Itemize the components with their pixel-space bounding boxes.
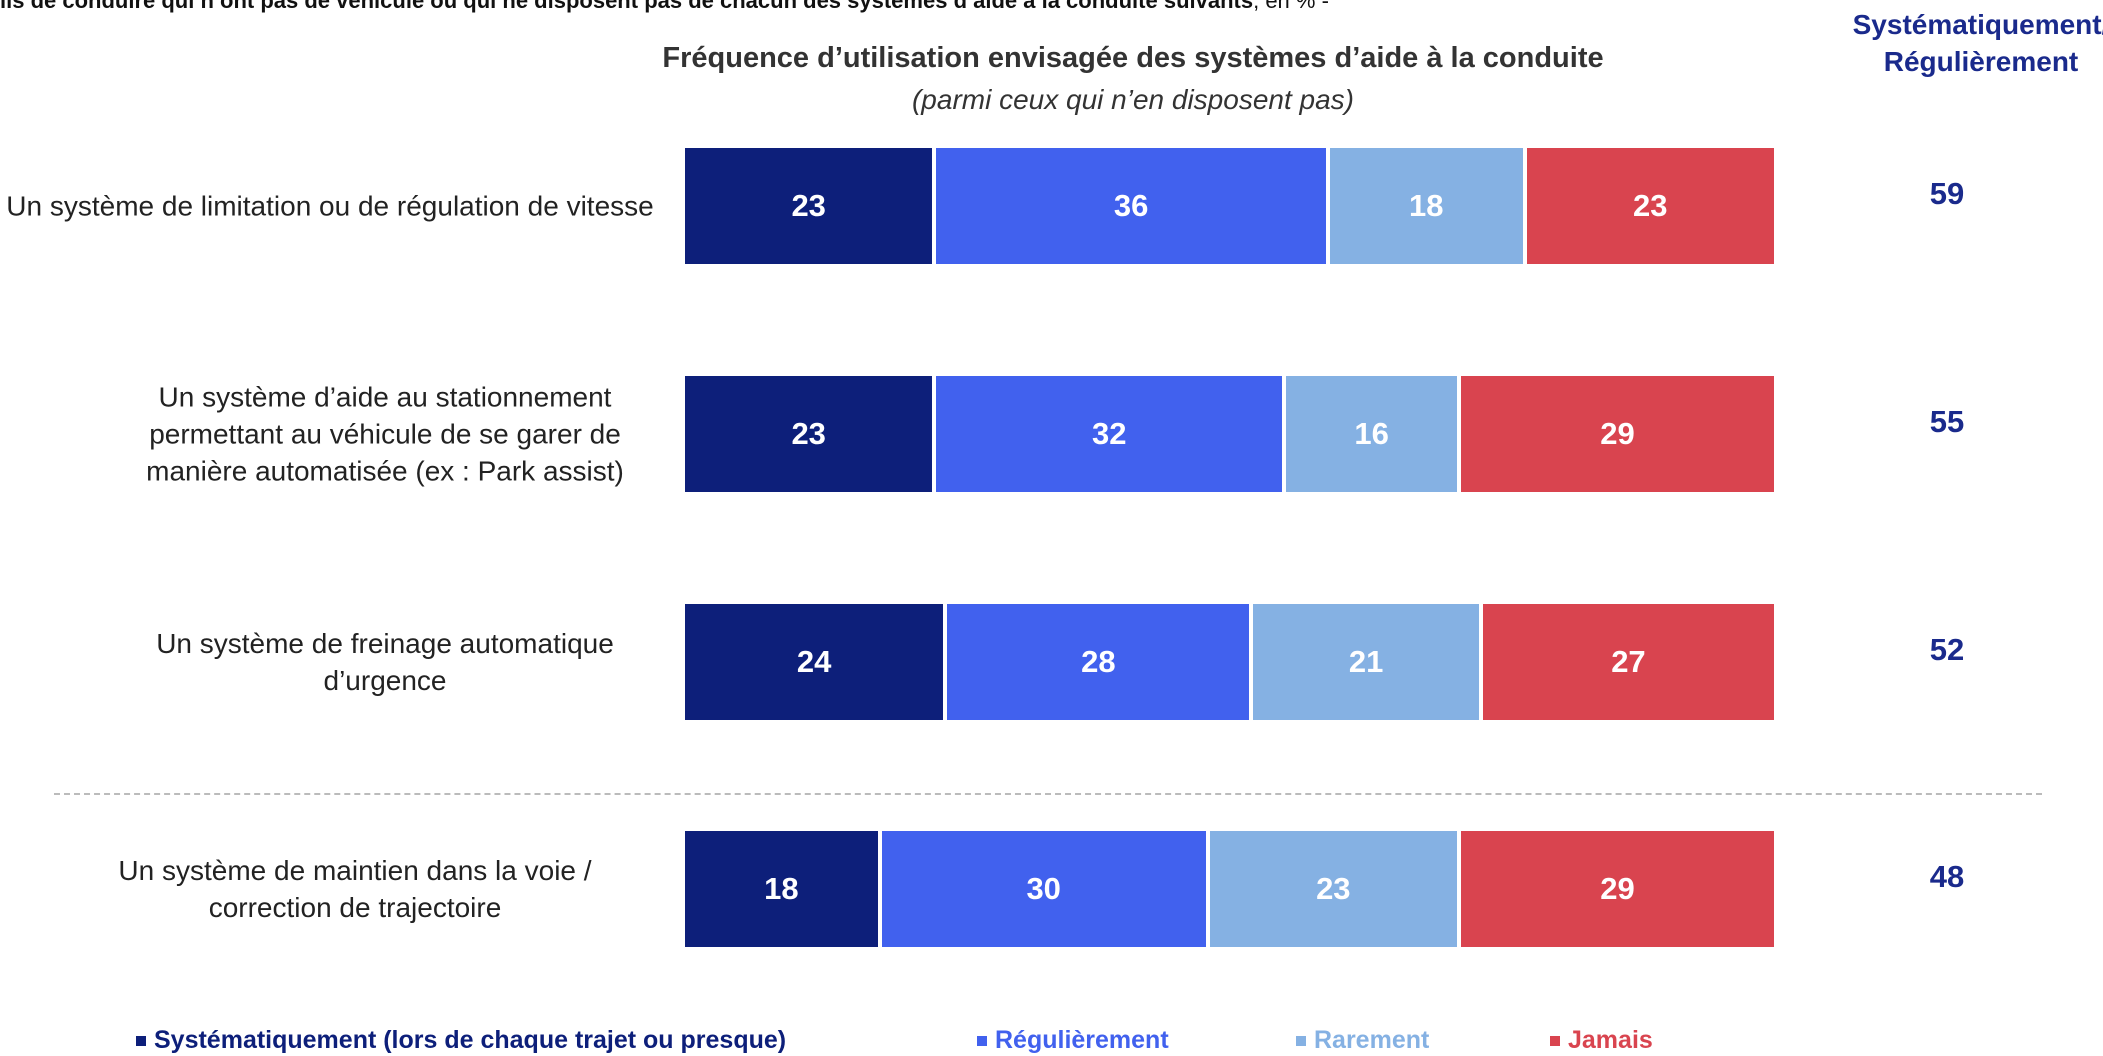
category-label: Un système de maintien dans la voie / co…	[118, 855, 592, 923]
note: ils de conduire qui n’ont pas de véhicul…	[0, 0, 1329, 14]
totals-title: Systématiquement/ Régulièrement	[1852, 9, 2103, 77]
note-bold: ils de conduire qui n’ont pas de véhicul…	[0, 0, 1254, 13]
chart-title: Fréquence d’utilisation envisagée des sy…	[662, 42, 1604, 74]
bar-segment: 27	[1482, 604, 1778, 720]
category-label: Un système de limitation ou de régulatio…	[6, 190, 654, 222]
bar-segment: 28	[947, 604, 1254, 720]
bar-segment: 36	[936, 148, 1330, 264]
category-label: Un système de freinage automatique d’urg…	[156, 628, 614, 696]
separator	[54, 793, 2042, 795]
bar-segment: 23	[1526, 148, 1778, 264]
bar-segment: 23	[685, 148, 937, 264]
bar-segment: 29	[1461, 376, 1778, 492]
total-value: 52	[1929, 632, 1965, 667]
legend-swatch	[1296, 1035, 1306, 1046]
bar-segment: 29	[1461, 831, 1778, 947]
legend-swatch	[1550, 1035, 1560, 1046]
bar-segment: 18	[685, 831, 882, 947]
bar-segment: 21	[1253, 604, 1483, 720]
category-label: Un système d’aide au stationnement perme…	[146, 381, 624, 487]
legend-item: Rarement	[1296, 1026, 1429, 1055]
total-value: 55	[1929, 404, 1965, 439]
legend-label: Régulièrement	[995, 1026, 1169, 1054]
legend-label: Rarement	[1314, 1026, 1430, 1054]
bar-segment: 16	[1286, 376, 1462, 492]
legend-label: Systématiquement (lors de chaque trajet …	[154, 1026, 787, 1054]
legend-label: Jamais	[1568, 1026, 1653, 1054]
bar-segment: 30	[881, 831, 1210, 947]
total-value: 48	[1929, 859, 1965, 894]
legend-item: Régulièrement	[977, 1026, 1169, 1055]
total-value: 59	[1929, 176, 1965, 211]
bar-segment: 23	[685, 376, 937, 492]
legend-item: Systématiquement (lors de chaque trajet …	[136, 1026, 786, 1055]
bar-segment: 23	[1209, 831, 1461, 947]
legend-swatch	[136, 1035, 146, 1046]
legend-item: Jamais	[1550, 1026, 1653, 1055]
bar-segment: 18	[1329, 148, 1527, 264]
bar-segment: 32	[936, 376, 1287, 492]
note-text: , en % -	[1253, 0, 1329, 13]
chart-subtitle: (parmi ceux qui n’en disposent pas)	[911, 84, 1354, 115]
legend-swatch	[977, 1035, 987, 1046]
bar-segment: 24	[685, 604, 948, 720]
